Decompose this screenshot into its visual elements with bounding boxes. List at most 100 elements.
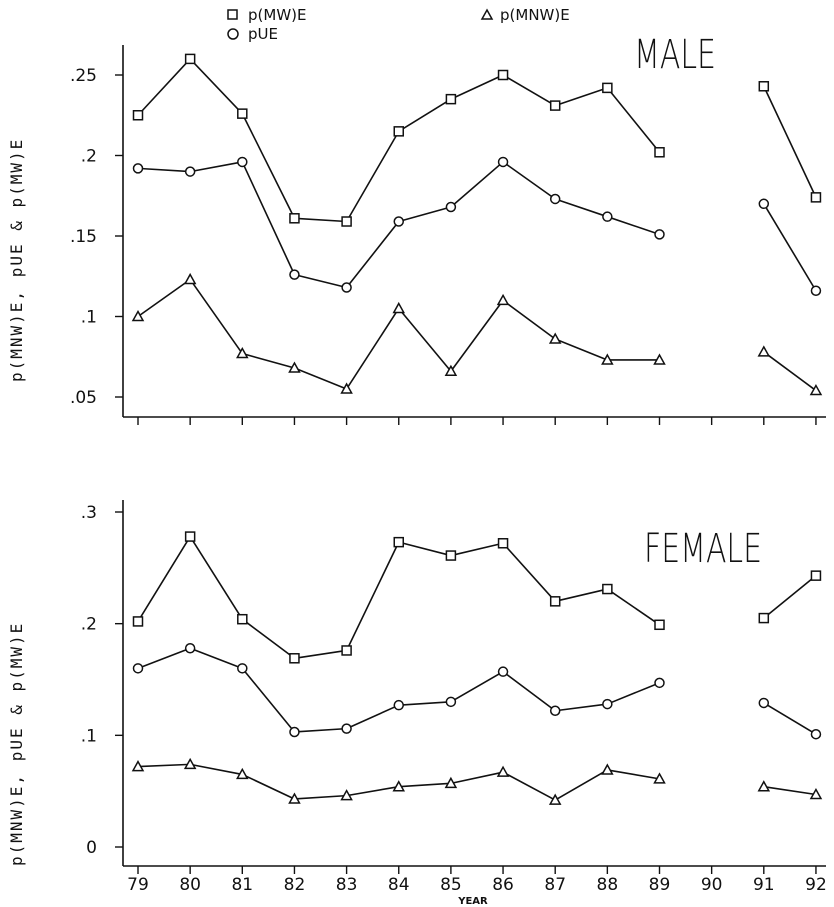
series-line-segment bbox=[502, 299, 556, 340]
data-point-triangle bbox=[392, 301, 406, 314]
series-line-segment bbox=[554, 338, 608, 361]
data-point-circle bbox=[393, 699, 404, 711]
x-tick-label: 86 bbox=[492, 875, 514, 895]
series-line-segment bbox=[554, 87, 608, 107]
series-line-segment bbox=[606, 87, 661, 153]
data-point-triangle bbox=[601, 763, 614, 775]
data-point-triangle bbox=[496, 765, 510, 777]
data-point-square bbox=[654, 147, 665, 158]
series-line-segment bbox=[502, 771, 556, 801]
x-tick-label: 79 bbox=[127, 875, 149, 895]
series-group-female bbox=[131, 531, 823, 805]
data-point-circle bbox=[445, 696, 457, 708]
panel-female: FEMALE p(MNW)E, pUE & p(MW)E 0 .1 .2 .3 79 8… bbox=[7, 500, 827, 907]
series-line-segment bbox=[294, 273, 347, 289]
series-line-segment bbox=[345, 541, 400, 651]
series-line-segment bbox=[137, 763, 191, 768]
series-line-segment bbox=[502, 671, 556, 712]
y-tick-label: .15 bbox=[70, 227, 97, 247]
series-line-segment bbox=[345, 221, 400, 289]
x-tick-label: 90 bbox=[701, 875, 723, 895]
data-point-circle bbox=[132, 663, 144, 674]
series-line-segment bbox=[241, 161, 296, 275]
x-tick-label: 92 bbox=[805, 875, 827, 895]
data-point-square bbox=[237, 108, 248, 119]
data-point-triangle bbox=[288, 792, 301, 804]
series-line-segment bbox=[345, 308, 400, 390]
y-tick-label: .3 bbox=[81, 503, 97, 523]
series-line-segment bbox=[398, 782, 451, 788]
legend-label-mnw: p(MNW)E bbox=[500, 6, 570, 24]
series-square bbox=[132, 531, 822, 664]
data-point-circle bbox=[184, 166, 196, 177]
data-point-triangle bbox=[131, 309, 145, 322]
data-point-square bbox=[445, 550, 457, 561]
series-triangle bbox=[131, 272, 823, 396]
data-point-circle bbox=[289, 726, 300, 738]
data-point-triangle bbox=[340, 789, 353, 801]
series-line-segment bbox=[241, 773, 295, 800]
series-circle bbox=[132, 156, 822, 296]
data-point-triangle bbox=[496, 293, 510, 306]
y-tick-label: .05 bbox=[70, 388, 97, 408]
series-line-segment bbox=[137, 58, 191, 116]
series-line-segment bbox=[189, 647, 243, 670]
data-point-circle bbox=[758, 697, 770, 709]
y-tick-label: .1 bbox=[81, 308, 97, 328]
x-ticks-female: 79 80 81 82 83 84 85 86 87 88 89 90 91 92 bbox=[127, 866, 827, 895]
y-tick-label: .1 bbox=[81, 726, 97, 746]
series-line-segment bbox=[189, 279, 243, 354]
legend-item-mw: p(MW)E bbox=[227, 6, 306, 24]
data-point-circle bbox=[602, 698, 613, 710]
series-line-segment bbox=[398, 307, 452, 372]
series-line-segment bbox=[398, 541, 452, 557]
data-point-triangle bbox=[392, 780, 406, 792]
data-point-square bbox=[497, 538, 509, 549]
series-line-segment bbox=[606, 588, 660, 626]
data-point-square bbox=[445, 93, 457, 105]
series-group-male bbox=[131, 53, 823, 396]
legend-item-ue: pUE bbox=[227, 25, 278, 43]
data-point-square bbox=[393, 536, 404, 548]
x-tick-label: 80 bbox=[179, 875, 201, 895]
y-tick-label: 0 bbox=[86, 838, 97, 858]
x-tick-label: 82 bbox=[284, 875, 306, 895]
series-line-segment bbox=[241, 667, 296, 733]
data-point-square bbox=[549, 596, 561, 607]
data-point-triangle bbox=[653, 772, 666, 784]
data-point-triangle bbox=[548, 332, 562, 344]
series-circle bbox=[132, 642, 822, 740]
data-point-square bbox=[758, 612, 770, 624]
series-line-segment bbox=[555, 703, 608, 712]
x-tick-label: 84 bbox=[388, 875, 410, 895]
x-tick-label: 83 bbox=[336, 875, 358, 895]
x-ticks-male bbox=[137, 417, 817, 425]
x-tick-label: 85 bbox=[440, 875, 462, 895]
data-point-circle bbox=[549, 705, 561, 717]
data-point-circle bbox=[445, 201, 457, 213]
series-line-segment bbox=[450, 771, 504, 785]
series-line-segment bbox=[346, 704, 400, 730]
legend-label-ue: pUE bbox=[248, 25, 278, 43]
series-line-segment bbox=[763, 85, 817, 198]
legend-item-mnw: p(MNW)E bbox=[480, 6, 570, 24]
data-point-square bbox=[184, 531, 196, 542]
data-point-triangle bbox=[236, 767, 249, 780]
series-line-segment bbox=[398, 701, 451, 706]
series-line-segment bbox=[137, 278, 191, 318]
data-point-circle bbox=[237, 156, 248, 168]
data-point-square bbox=[549, 100, 561, 111]
y-axis-label-male: p(MNW)E, pUE & p(MW)E bbox=[7, 138, 26, 382]
series-line-segment bbox=[137, 536, 191, 622]
legend-square-marker bbox=[227, 9, 238, 20]
data-point-circle bbox=[810, 728, 822, 740]
series-triangle bbox=[131, 757, 823, 805]
data-point-triangle bbox=[236, 346, 249, 359]
series-line-segment bbox=[241, 618, 295, 659]
panel-male: MALE p(MNW)E, pUE & p(MW)E .05 .1 .15 .2 .25 bbox=[7, 32, 826, 425]
series-line-segment bbox=[294, 649, 347, 660]
data-point-circle bbox=[184, 642, 196, 654]
y-tick-label: .2 bbox=[81, 615, 97, 635]
series-line-segment bbox=[607, 682, 660, 705]
series-line-segment bbox=[346, 785, 399, 797]
